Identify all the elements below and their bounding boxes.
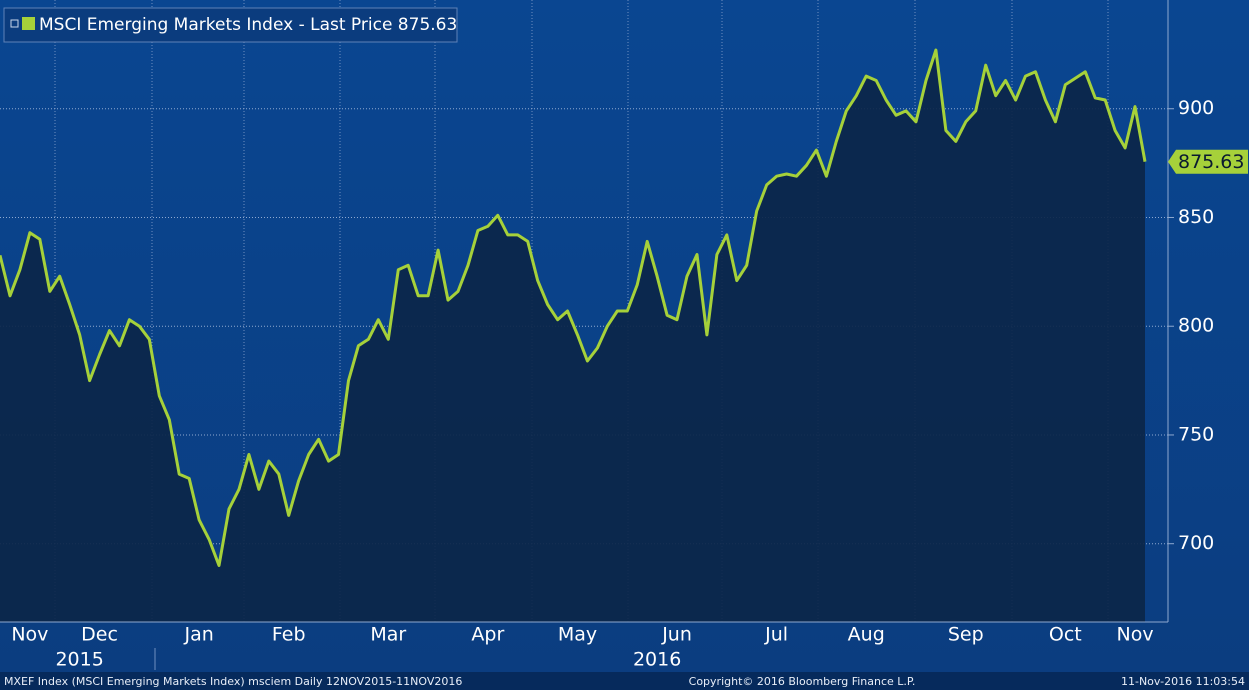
y-tick-label: 800: [1178, 315, 1214, 337]
y-tick-label: 900: [1178, 97, 1214, 119]
y-tick-label: 850: [1178, 206, 1214, 228]
x-tick-label: Sep: [948, 624, 984, 646]
last-price-label: 875.63: [1178, 151, 1244, 173]
x-tick-label: Dec: [81, 624, 118, 646]
x-group-label: 2016: [633, 649, 681, 671]
x-tick-label: Jan: [183, 624, 213, 646]
y-tick-label: 750: [1178, 423, 1214, 445]
legend: MSCI Emerging Markets Index - Last Price…: [3, 7, 458, 43]
legend-swatch: [22, 17, 35, 30]
footer-center: Copyright© 2016 Bloomberg Finance L.P.: [689, 675, 916, 688]
line: [0, 48, 1147, 567]
x-tick-label: Oct: [1049, 624, 1082, 646]
footer-right: 11-Nov-2016 11:03:54: [1121, 675, 1245, 688]
last-price-tag: [1168, 149, 1248, 174]
x-tick-label: Mar: [370, 624, 406, 646]
x-group-label: 2015: [55, 649, 103, 671]
x-tick-label: Jun: [661, 624, 692, 646]
footer-left: MXEF Index (MSCI Emerging Markets Index)…: [4, 675, 462, 688]
legend-box: [3, 7, 458, 43]
legend-toggle: [10, 19, 19, 28]
plot: [0, 48, 1147, 622]
x-tick-label: Nov: [11, 624, 48, 646]
x-tick-label: Jul: [764, 624, 788, 646]
x-tick-label: May: [558, 624, 597, 646]
footer-band: [0, 672, 1249, 690]
x-tick-label: Apr: [471, 624, 504, 646]
x-tick-label: Aug: [848, 624, 885, 646]
y-tick-label: 700: [1178, 532, 1214, 554]
axes: 700 750 800 850 900 Nov Dec Jan Feb Mar Apr May Jun J…: [11, 97, 1248, 671]
legend-label: MSCI Emerging Markets Index - Last Price…: [39, 15, 457, 35]
x-tick-label: Feb: [272, 624, 306, 646]
x-tick-label: Nov: [1116, 624, 1153, 646]
area: [0, 50, 1145, 622]
